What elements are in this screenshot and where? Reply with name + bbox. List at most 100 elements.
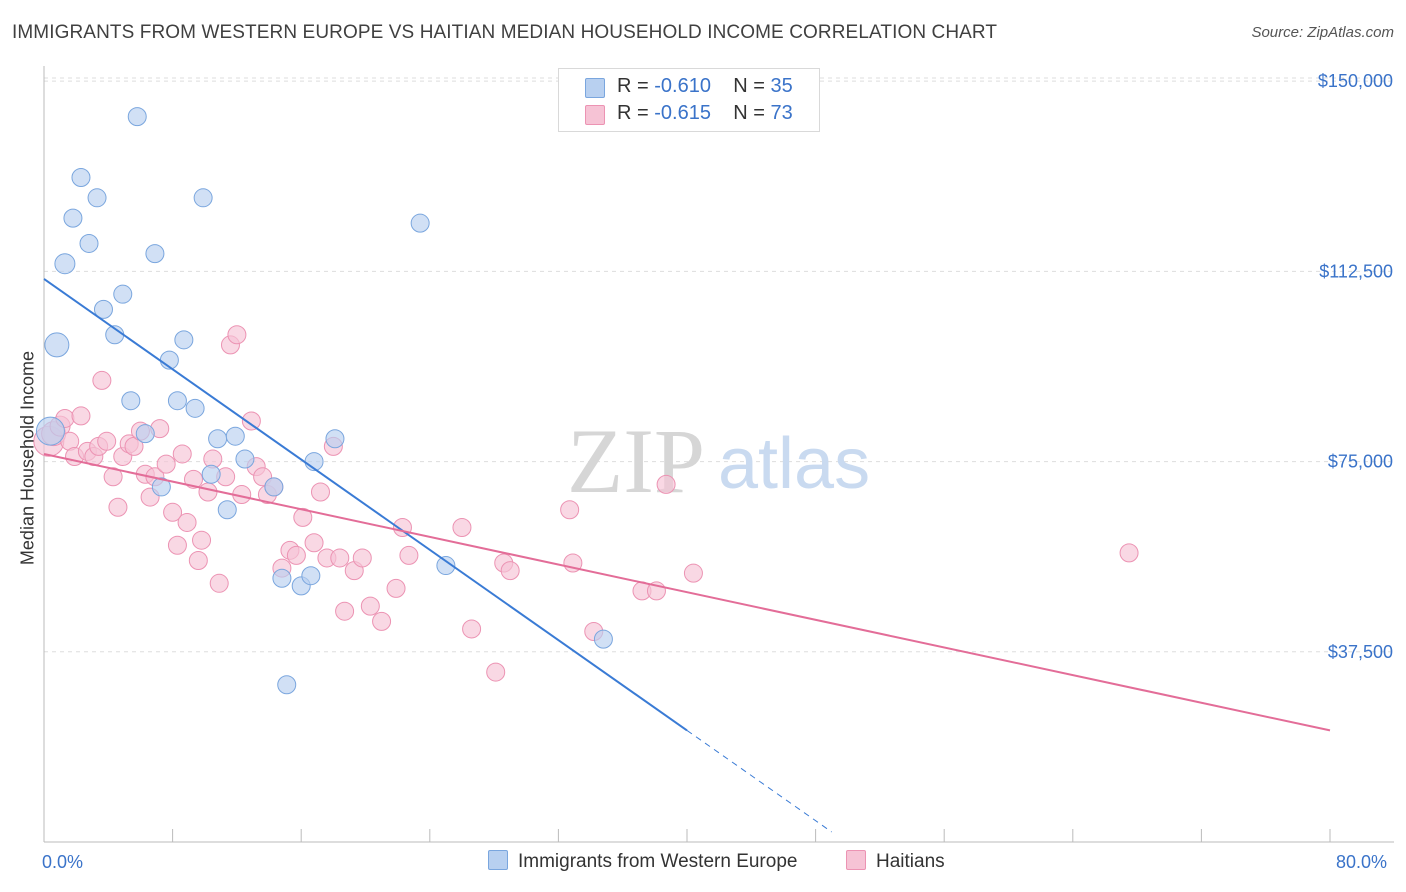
stats-swatch-western-europe [585,78,605,98]
point-western-europe [174,330,194,350]
scatter-points [33,107,1139,695]
point-western-europe [593,629,613,649]
point-haitian [452,518,472,538]
point-western-europe [135,424,155,444]
point-western-europe [167,391,187,411]
point-western-europe [272,568,292,588]
point-western-europe [44,332,70,358]
point-haitian [500,561,520,581]
point-haitian [192,530,212,550]
y-tick-labels: $37,500 $75,000 $112,500 $150,000 [1318,71,1393,662]
point-haitian [360,596,380,616]
point-haitian [335,601,355,621]
point-haitian [462,619,482,639]
point-haitian [97,431,117,451]
stats-n-value: 35 [770,75,793,97]
y-axis-label: Median Household Income [17,350,38,566]
point-western-europe [301,566,321,586]
point-western-europe [201,464,221,484]
y-tick-label: $37,500 [1328,642,1393,662]
point-haitian [156,454,176,474]
y-tick-label: $75,000 [1328,452,1393,472]
point-haitian [386,578,406,598]
stats-r-label: R = [617,75,649,97]
point-haitian [486,662,506,682]
point-haitian [399,545,419,565]
point-haitian [293,507,313,527]
stats-r-value: -0.615 [654,102,711,124]
point-western-europe [35,416,65,446]
legend: Immigrants from Western Europe Haitians [0,850,1406,880]
point-haitian [209,573,229,593]
point-western-europe [264,477,284,497]
point-haitian [183,469,203,489]
point-haitian [372,611,392,631]
stats-n-label: N = [733,102,765,124]
point-haitian [241,411,261,431]
point-western-europe [113,284,133,304]
point-haitian [163,502,183,522]
watermark-zip: ZIP [567,410,705,512]
trend-line-western-europe-extrapolated [686,729,832,833]
stats-r-label: R = [617,102,649,124]
stats-text-western-europe: R = -0.610 N = 35 [617,75,793,98]
point-haitian [227,325,247,345]
point-western-europe [87,188,107,208]
y-tick-label: $150,000 [1318,71,1393,91]
point-haitian [172,444,192,464]
point-haitian [392,518,412,538]
watermark-atlas: atlas [718,424,870,504]
point-western-europe [225,426,245,446]
point-western-europe [436,556,456,576]
y-tick-label: $112,500 [1319,261,1393,281]
source-credit: Source: ZipAtlas.com [1251,24,1394,41]
point-western-europe [63,208,83,228]
point-western-europe [79,233,99,253]
point-haitian [560,500,580,520]
point-haitian [92,370,112,390]
stats-text-haitians: R = -0.615 N = 73 [617,102,793,125]
point-western-europe [93,299,113,319]
stats-row-western-europe: R = -0.610 N = 35 [559,73,819,101]
point-haitian [304,533,324,553]
point-haitian [198,482,218,502]
x-tick-label-max: 80.0% [1336,852,1388,872]
point-western-europe [217,500,237,520]
point-western-europe [121,391,141,411]
point-western-europe [145,244,165,264]
point-haitian [188,550,208,570]
point-haitian [286,545,306,565]
point-haitian [310,482,330,502]
point-haitian [167,535,187,555]
point-haitian [330,548,350,568]
legend-swatch-haitians [846,850,866,870]
trend-line-haitians [43,452,1331,732]
point-haitian [103,467,123,487]
point-haitian [352,548,372,568]
point-western-europe [193,188,213,208]
legend-item-haitians[interactable]: Haitians [846,850,945,873]
point-western-europe [410,213,430,233]
watermark: ZIP atlas [567,410,870,512]
point-western-europe [235,449,255,469]
point-haitian [656,474,676,494]
legend-label-haitians: Haitians [876,851,945,872]
point-haitian [177,512,197,532]
gridlines [44,77,1394,653]
point-western-europe [54,253,76,275]
point-haitian [683,563,703,583]
chart-title: IMMIGRANTS FROM WESTERN EUROPE VS HAITIA… [12,22,998,43]
legend-label-western-europe: Immigrants from Western Europe [518,851,798,872]
point-western-europe [127,107,147,127]
point-western-europe [151,477,171,497]
trend-lines [43,278,1331,833]
stats-row-haitians: R = -0.615 N = 73 [559,100,819,128]
legend-swatch-western-europe [488,850,508,870]
legend-item-western-europe[interactable]: Immigrants from Western Europe [488,850,797,873]
stats-r-value: -0.610 [654,75,711,97]
stats-n-value: 73 [770,102,793,124]
point-haitian [1119,543,1139,563]
point-haitian [108,497,128,517]
point-western-europe [208,429,228,449]
